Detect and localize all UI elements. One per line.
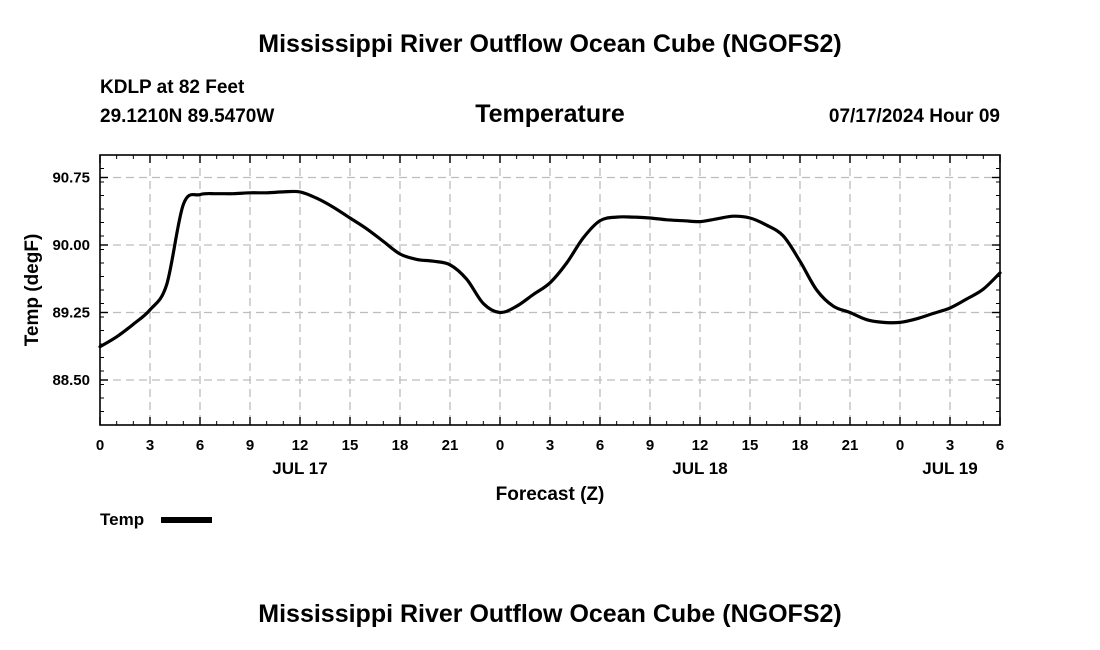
- x-tick-label: 12: [692, 437, 709, 454]
- x-tick-label: 0: [896, 437, 904, 454]
- legend-label: Temp: [100, 510, 144, 529]
- y-tick-label: 88.50: [52, 372, 90, 389]
- page-title: Mississippi River Outflow Ocean Cube (NG…: [258, 30, 842, 58]
- date-label: JUL 18: [672, 459, 727, 478]
- x-tick-label: 6: [996, 437, 1004, 454]
- x-tick-labels: 0 3 6 9 12 15 18 21 0 3 6 9 12 15 18 21 0 3 6: [96, 437, 1004, 454]
- temp-series-line: [98, 189, 1002, 349]
- x-tick-label: 9: [246, 437, 254, 454]
- x-tick-label: 15: [342, 437, 359, 454]
- x-tick-label: 18: [792, 437, 809, 454]
- x-tick-label: 3: [546, 437, 554, 454]
- y-axis-label: Temp (degF): [22, 234, 43, 347]
- legend-swatch: [161, 517, 212, 523]
- footer-title: Mississippi River Outflow Ocean Cube (NG…: [258, 600, 842, 628]
- x-tick-label: 3: [146, 437, 154, 454]
- x-tick-label: 6: [596, 437, 604, 454]
- x-axis-label: Forecast (Z): [496, 484, 605, 505]
- x-tick-label: 0: [96, 437, 104, 454]
- x-tick-label: 21: [842, 437, 859, 454]
- x-tick-label: 6: [196, 437, 204, 454]
- x-tick-label: 3: [946, 437, 954, 454]
- chart-title: Temperature: [475, 100, 625, 128]
- x-tick-label: 15: [742, 437, 759, 454]
- x-tick-label: 12: [292, 437, 309, 454]
- plot-frame: [99, 154, 1001, 426]
- date-labels: JUL 17 JUL 18 JUL 19: [272, 459, 977, 478]
- y-tick-label: 89.25: [52, 305, 90, 322]
- date-label: JUL 19: [922, 459, 977, 478]
- station-coordinates: 29.1210N 89.5470W: [100, 106, 275, 127]
- x-tick-label: 18: [392, 437, 409, 454]
- x-tick-label: 21: [442, 437, 459, 454]
- y-tick-labels: 88.50 89.25 90.00 90.75: [52, 170, 90, 390]
- forecast-datetime: 07/17/2024 Hour 09: [828, 106, 1000, 127]
- y-tick-label: 90.75: [52, 170, 90, 187]
- station-label: KDLP at 82 Feet: [100, 77, 245, 98]
- grid: [100, 155, 1000, 425]
- x-tick-label: 9: [646, 437, 654, 454]
- y-tick-label: 90.00: [52, 237, 90, 254]
- x-tick-label: 0: [496, 437, 504, 454]
- date-label: JUL 17: [272, 459, 327, 478]
